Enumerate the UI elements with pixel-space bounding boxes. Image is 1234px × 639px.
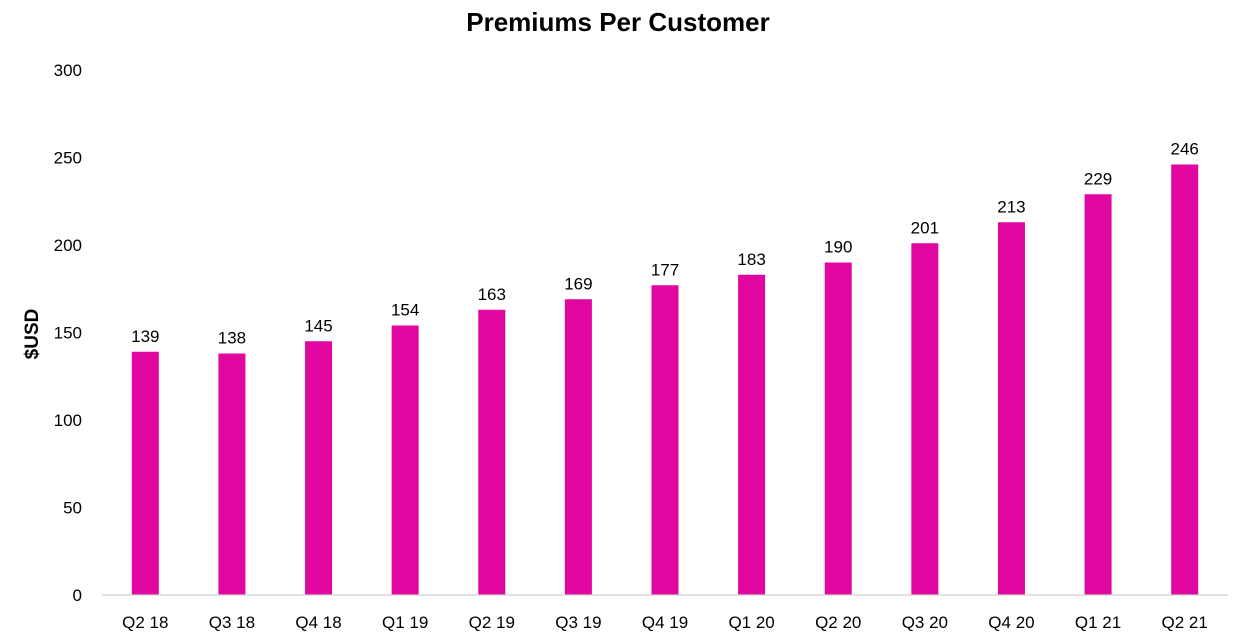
x-tick-label: Q1 19 [382, 613, 428, 632]
data-label: 139 [131, 327, 159, 346]
x-tick-label: Q4 20 [988, 613, 1034, 632]
bar [1171, 164, 1199, 595]
data-label: 190 [824, 238, 852, 257]
y-tick-label: 100 [54, 411, 82, 430]
data-label: 177 [651, 260, 679, 279]
y-tick-label: 150 [54, 324, 82, 343]
x-tick-label: Q1 20 [728, 613, 774, 632]
x-tick-label: Q3 19 [555, 613, 601, 632]
bar [651, 285, 679, 595]
data-label: 246 [1171, 140, 1199, 159]
y-tick-label: 300 [54, 61, 82, 80]
data-label: 163 [478, 285, 506, 304]
data-label: 145 [304, 316, 332, 335]
data-label: 229 [1084, 169, 1112, 188]
data-label: 154 [391, 301, 419, 320]
y-tick-label: 50 [63, 499, 82, 518]
y-tick-label: 0 [73, 586, 82, 605]
bar [997, 222, 1025, 595]
x-tick-label: Q2 21 [1162, 613, 1208, 632]
data-label: 201 [911, 218, 939, 237]
bar [824, 262, 852, 595]
bar [1084, 194, 1112, 595]
bar [391, 325, 419, 595]
bar [564, 299, 592, 595]
data-label: 183 [737, 250, 765, 269]
bar [738, 274, 766, 595]
x-tick-label: Q3 18 [209, 613, 255, 632]
x-tick-label: Q4 18 [295, 613, 341, 632]
y-axis-ticks: 0 50 100 150 200 250 300 [54, 61, 82, 605]
y-tick-label: 200 [54, 236, 82, 255]
y-axis-label: $USD [22, 309, 43, 360]
data-labels: 139 138 145 154 163 169 177 183 190 201 213 229 246 [131, 140, 1199, 348]
bars [131, 164, 1199, 595]
x-tick-label: Q2 19 [469, 613, 515, 632]
bar [131, 351, 159, 595]
x-tick-label: Q3 20 [902, 613, 948, 632]
y-tick-label: 250 [54, 149, 82, 168]
chart-title: Premiums Per Customer [466, 7, 769, 37]
x-tick-label: Q2 20 [815, 613, 861, 632]
bar [218, 353, 246, 595]
x-axis-ticks: Q2 18 Q3 18 Q4 18 Q1 19 Q2 19 Q3 19 Q4 19 Q1 20… [122, 613, 1208, 632]
x-tick-label: Q4 19 [642, 613, 688, 632]
x-tick-label: Q2 18 [122, 613, 168, 632]
bar [911, 243, 939, 595]
data-label: 138 [218, 329, 246, 348]
x-tick-label: Q1 21 [1075, 613, 1121, 632]
data-label: 213 [997, 197, 1025, 216]
data-label: 169 [564, 274, 592, 293]
bar [305, 341, 333, 595]
bar [478, 309, 506, 595]
